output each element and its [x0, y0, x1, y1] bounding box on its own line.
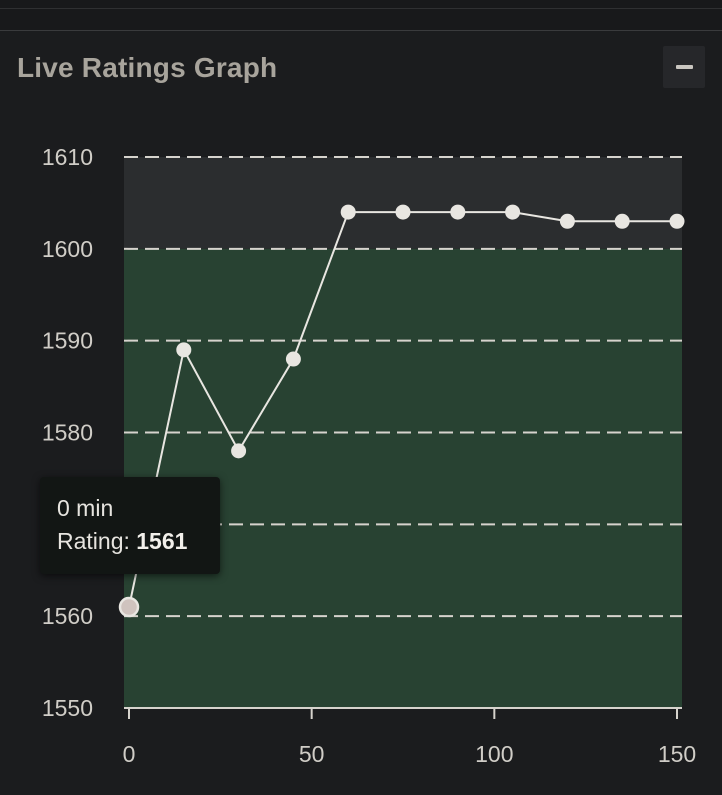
data-point — [285, 351, 301, 367]
top-divider — [0, 0, 722, 31]
x-tick-label: 50 — [299, 741, 325, 767]
y-tick-label: 1550 — [42, 695, 93, 721]
data-point — [669, 213, 685, 229]
data-point — [231, 443, 247, 459]
x-tick-label: 0 — [123, 741, 136, 767]
x-tick-label: 100 — [475, 741, 513, 767]
minus-icon — [676, 65, 693, 69]
tooltip-rating-value: 1561 — [136, 528, 188, 554]
data-point — [559, 213, 575, 229]
x-tick-label: 150 — [658, 741, 696, 767]
data-point — [614, 213, 630, 229]
collapse-button[interactable] — [663, 46, 705, 88]
y-tick-label: 1580 — [42, 420, 93, 446]
top-inner-line — [0, 8, 722, 9]
data-point — [450, 204, 466, 220]
data-point — [395, 204, 411, 220]
data-point — [505, 204, 521, 220]
tooltip-rating-label: Rating: — [57, 528, 137, 554]
data-point-highlighted — [118, 596, 140, 618]
data-point — [176, 342, 192, 358]
tooltip-time: 0 min — [57, 495, 114, 521]
y-tick-label: 1610 — [42, 144, 93, 170]
data-point — [340, 204, 356, 220]
y-tick-label: 1590 — [42, 328, 93, 354]
band-upper — [124, 157, 682, 249]
panel-title: Live Ratings Graph — [17, 52, 278, 83]
tooltip-rating-row: Rating: 1561 — [57, 528, 220, 555]
chart-tooltip: 0 min Rating: 1561 — [40, 477, 220, 574]
y-tick-label: 1560 — [42, 603, 93, 629]
y-tick-label: 1600 — [42, 236, 93, 262]
